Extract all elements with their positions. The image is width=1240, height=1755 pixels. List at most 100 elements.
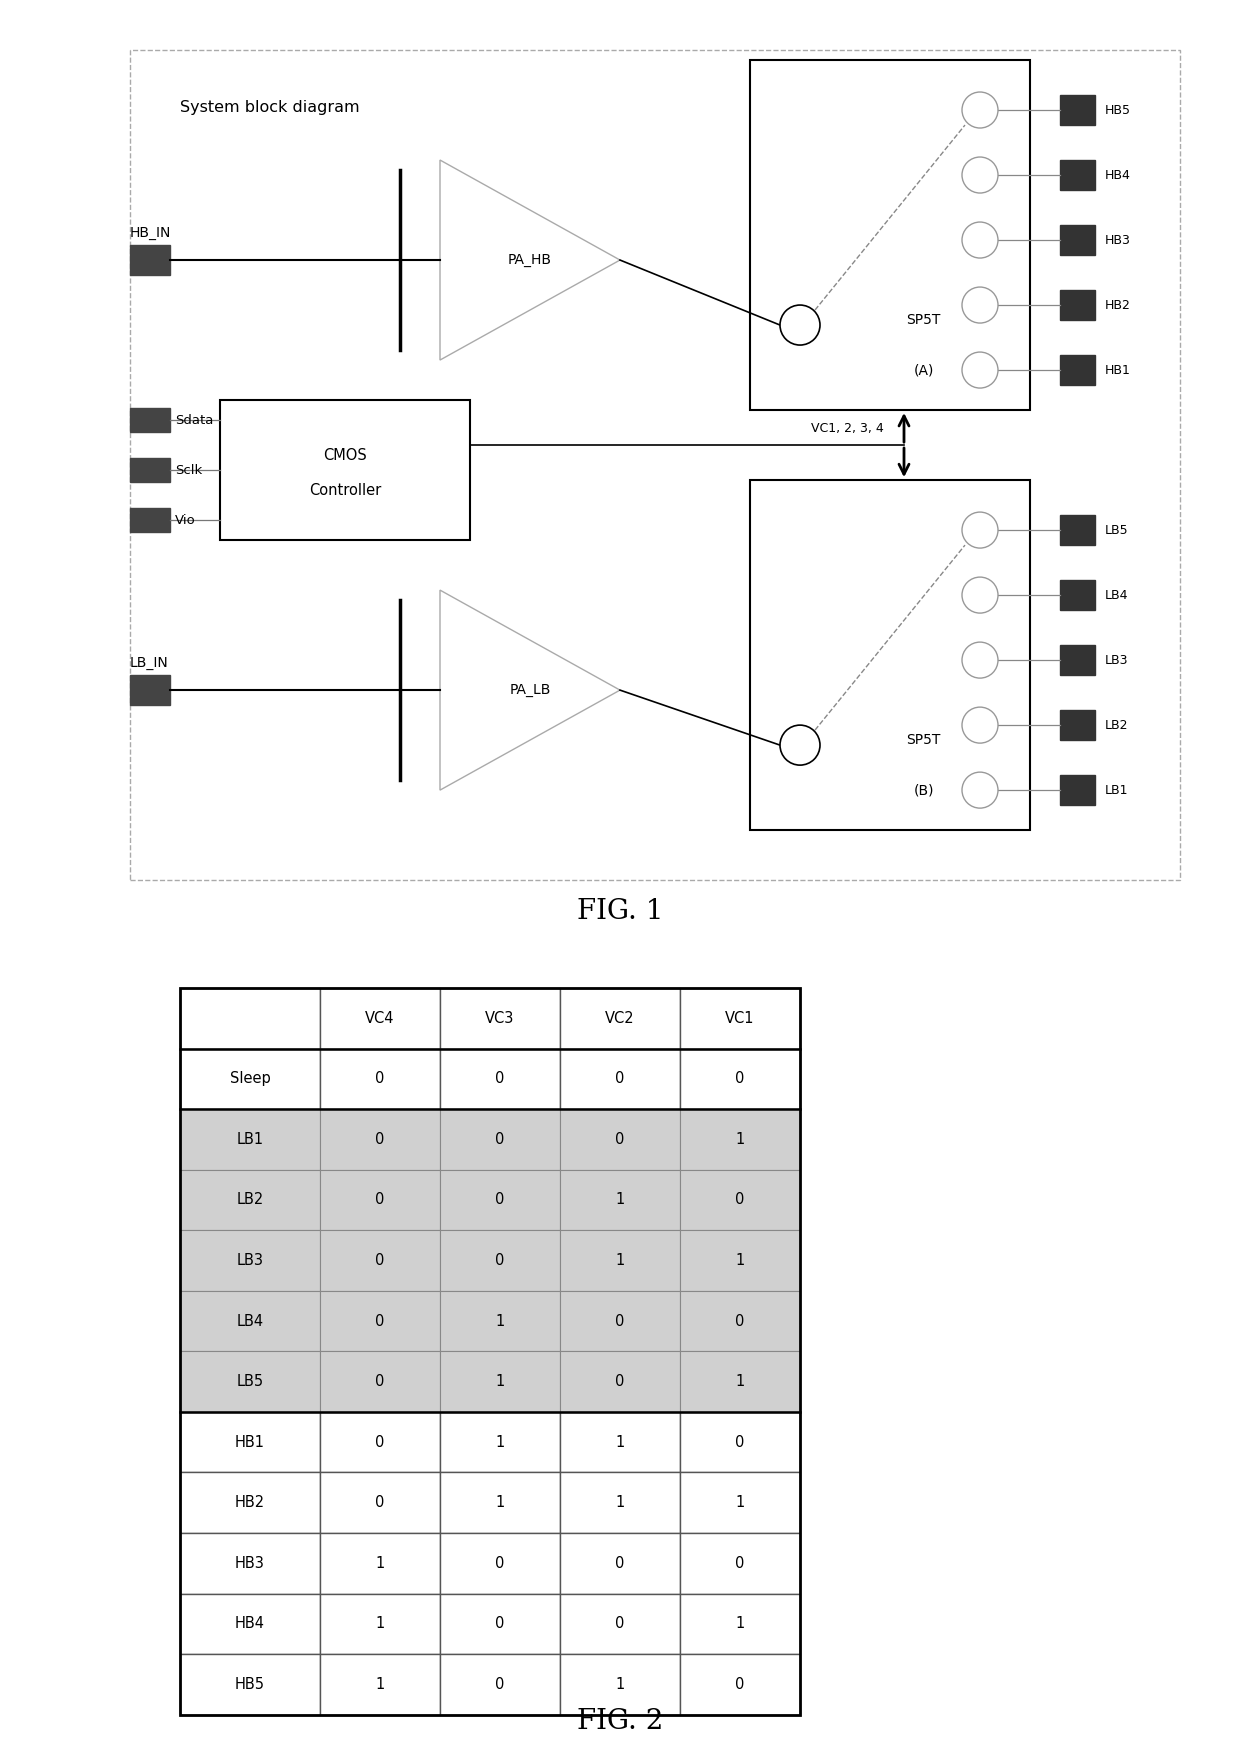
Text: 0: 0 <box>615 1313 625 1329</box>
Text: LB1: LB1 <box>1105 784 1128 797</box>
Bar <box>320 1169 440 1230</box>
Text: FIG. 1: FIG. 1 <box>577 899 663 925</box>
Text: FIG. 2: FIG. 2 <box>577 1708 663 1734</box>
Text: 0: 0 <box>376 1313 384 1329</box>
Bar <box>680 1230 800 1290</box>
Bar <box>320 1230 440 1290</box>
Bar <box>560 988 680 1048</box>
Bar <box>320 1472 440 1534</box>
Circle shape <box>780 305 820 346</box>
Bar <box>750 481 1030 830</box>
Text: 1: 1 <box>495 1434 505 1450</box>
Text: LB1: LB1 <box>237 1132 264 1148</box>
Text: LB3: LB3 <box>1105 653 1128 667</box>
Text: Sdata: Sdata <box>175 414 213 426</box>
Text: LB4: LB4 <box>1105 588 1128 602</box>
Bar <box>560 1169 680 1230</box>
Text: 0: 0 <box>615 1374 625 1390</box>
Bar <box>440 1290 560 1351</box>
Text: Sleep: Sleep <box>229 1071 270 1086</box>
Text: 0: 0 <box>495 1253 505 1269</box>
Text: HB4: HB4 <box>236 1616 265 1632</box>
Bar <box>180 1048 320 1109</box>
Text: 1: 1 <box>735 1253 745 1269</box>
Circle shape <box>962 91 998 128</box>
Bar <box>320 1534 440 1594</box>
Text: 0: 0 <box>376 1132 384 1148</box>
Text: 0: 0 <box>376 1374 384 1390</box>
Text: 0: 0 <box>376 1495 384 1511</box>
Text: HB3: HB3 <box>236 1555 265 1571</box>
Text: SP5T: SP5T <box>906 734 941 748</box>
Bar <box>680 1048 800 1109</box>
Bar <box>680 1534 800 1594</box>
Text: 1: 1 <box>615 1434 625 1450</box>
Bar <box>440 988 560 1048</box>
Bar <box>320 988 440 1048</box>
Bar <box>180 1351 320 1411</box>
Polygon shape <box>1060 711 1095 741</box>
Polygon shape <box>1060 581 1095 611</box>
Bar <box>440 1653 560 1715</box>
Circle shape <box>962 642 998 677</box>
Text: HB5: HB5 <box>1105 104 1131 116</box>
Text: Sclk: Sclk <box>175 463 202 477</box>
Circle shape <box>962 512 998 548</box>
Text: VC1: VC1 <box>725 1011 755 1027</box>
Bar <box>680 1472 800 1534</box>
Text: LB2: LB2 <box>1105 718 1128 732</box>
Bar <box>320 1048 440 1109</box>
Text: 0: 0 <box>495 1616 505 1632</box>
Text: 0: 0 <box>615 1132 625 1148</box>
Circle shape <box>962 288 998 323</box>
Text: 0: 0 <box>735 1071 745 1086</box>
Bar <box>680 1290 800 1351</box>
Text: 0: 0 <box>376 1192 384 1207</box>
Bar <box>560 1230 680 1290</box>
Polygon shape <box>440 160 620 360</box>
Text: 0: 0 <box>495 1071 505 1086</box>
Bar <box>180 1594 320 1653</box>
Text: CMOS: CMOS <box>324 448 367 463</box>
Polygon shape <box>130 676 170 706</box>
Bar <box>680 1653 800 1715</box>
Circle shape <box>962 577 998 612</box>
Bar <box>440 1230 560 1290</box>
Bar <box>440 1048 560 1109</box>
Text: System block diagram: System block diagram <box>180 100 360 116</box>
Bar <box>560 1351 680 1411</box>
Bar <box>440 1534 560 1594</box>
Text: 1: 1 <box>495 1374 505 1390</box>
Text: LB2: LB2 <box>237 1192 264 1207</box>
Bar <box>680 1351 800 1411</box>
Bar <box>180 1472 320 1534</box>
Text: SP5T: SP5T <box>906 312 941 326</box>
Text: 1: 1 <box>735 1616 745 1632</box>
Text: Vio: Vio <box>175 514 196 526</box>
Text: 0: 0 <box>495 1192 505 1207</box>
Bar <box>180 1411 320 1472</box>
Bar <box>320 1411 440 1472</box>
Bar <box>180 1653 320 1715</box>
Circle shape <box>780 725 820 765</box>
Polygon shape <box>130 246 170 276</box>
Text: HB2: HB2 <box>1105 298 1131 312</box>
Polygon shape <box>1060 160 1095 190</box>
Text: 0: 0 <box>735 1676 745 1692</box>
Polygon shape <box>130 458 170 483</box>
Text: HB_IN: HB_IN <box>130 226 171 240</box>
Circle shape <box>962 156 998 193</box>
Text: LB5: LB5 <box>1105 523 1128 537</box>
Text: PA_HB: PA_HB <box>508 253 552 267</box>
Bar <box>180 1534 320 1594</box>
Circle shape <box>962 772 998 807</box>
Text: 0: 0 <box>615 1071 625 1086</box>
Bar <box>180 988 800 1715</box>
Text: 0: 0 <box>735 1192 745 1207</box>
Text: 0: 0 <box>495 1676 505 1692</box>
Bar <box>180 1290 320 1351</box>
Text: LB_IN: LB_IN <box>130 656 169 670</box>
Text: 0: 0 <box>735 1313 745 1329</box>
Text: HB3: HB3 <box>1105 233 1131 246</box>
Polygon shape <box>440 590 620 790</box>
